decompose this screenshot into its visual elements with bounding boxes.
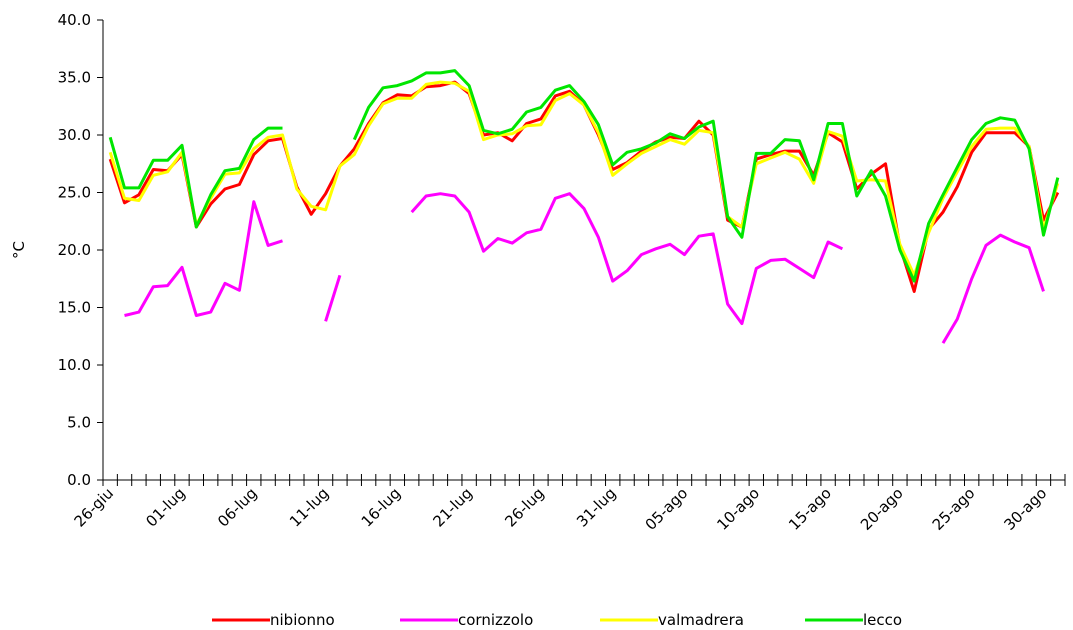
- y-axis-label: °C: [10, 241, 28, 259]
- x-tick-label: 10-ago: [713, 484, 763, 534]
- x-tick-label: 05-ago: [642, 484, 692, 534]
- x-tick-label: 01-lug: [142, 484, 188, 530]
- x-tick-label: 06-lug: [214, 484, 260, 530]
- y-tick-label: 25.0: [58, 184, 91, 202]
- series-line: [108, 69, 1060, 283]
- y-tick-label: 30.0: [58, 126, 91, 144]
- legend-label: cornizzolo: [458, 611, 533, 629]
- x-tick-label: 26-giu: [71, 484, 117, 530]
- x-tick-label: 15-ago: [785, 484, 835, 534]
- series-line: [124, 192, 1045, 344]
- series-line: [108, 80, 1060, 293]
- x-tick-label: 25-ago: [929, 484, 979, 534]
- legend-label: valmadrera: [658, 611, 744, 629]
- y-tick-label: 15.0: [58, 299, 91, 317]
- y-tick-label: 10.0: [58, 356, 91, 374]
- y-tick-label: 5.0: [67, 414, 91, 432]
- series-line: [108, 80, 1060, 277]
- legend-label: lecco: [863, 611, 902, 629]
- x-tick-label: 30-ago: [1001, 484, 1051, 534]
- legend-label: nibionno: [270, 611, 335, 629]
- x-tick-label: 16-lug: [358, 484, 404, 530]
- x-tick-label: 20-ago: [857, 484, 907, 534]
- y-tick-label: 35.0: [58, 69, 91, 87]
- x-tick-label: 26-lug: [501, 484, 547, 530]
- y-tick-label: 40.0: [58, 11, 91, 29]
- y-tick-label: 20.0: [58, 241, 91, 259]
- x-tick-label: 31-lug: [573, 484, 619, 530]
- x-tick-label: 21-lug: [430, 484, 476, 530]
- x-tick-label: 11-lug: [286, 484, 332, 530]
- y-tick-label: 0.0: [67, 471, 91, 489]
